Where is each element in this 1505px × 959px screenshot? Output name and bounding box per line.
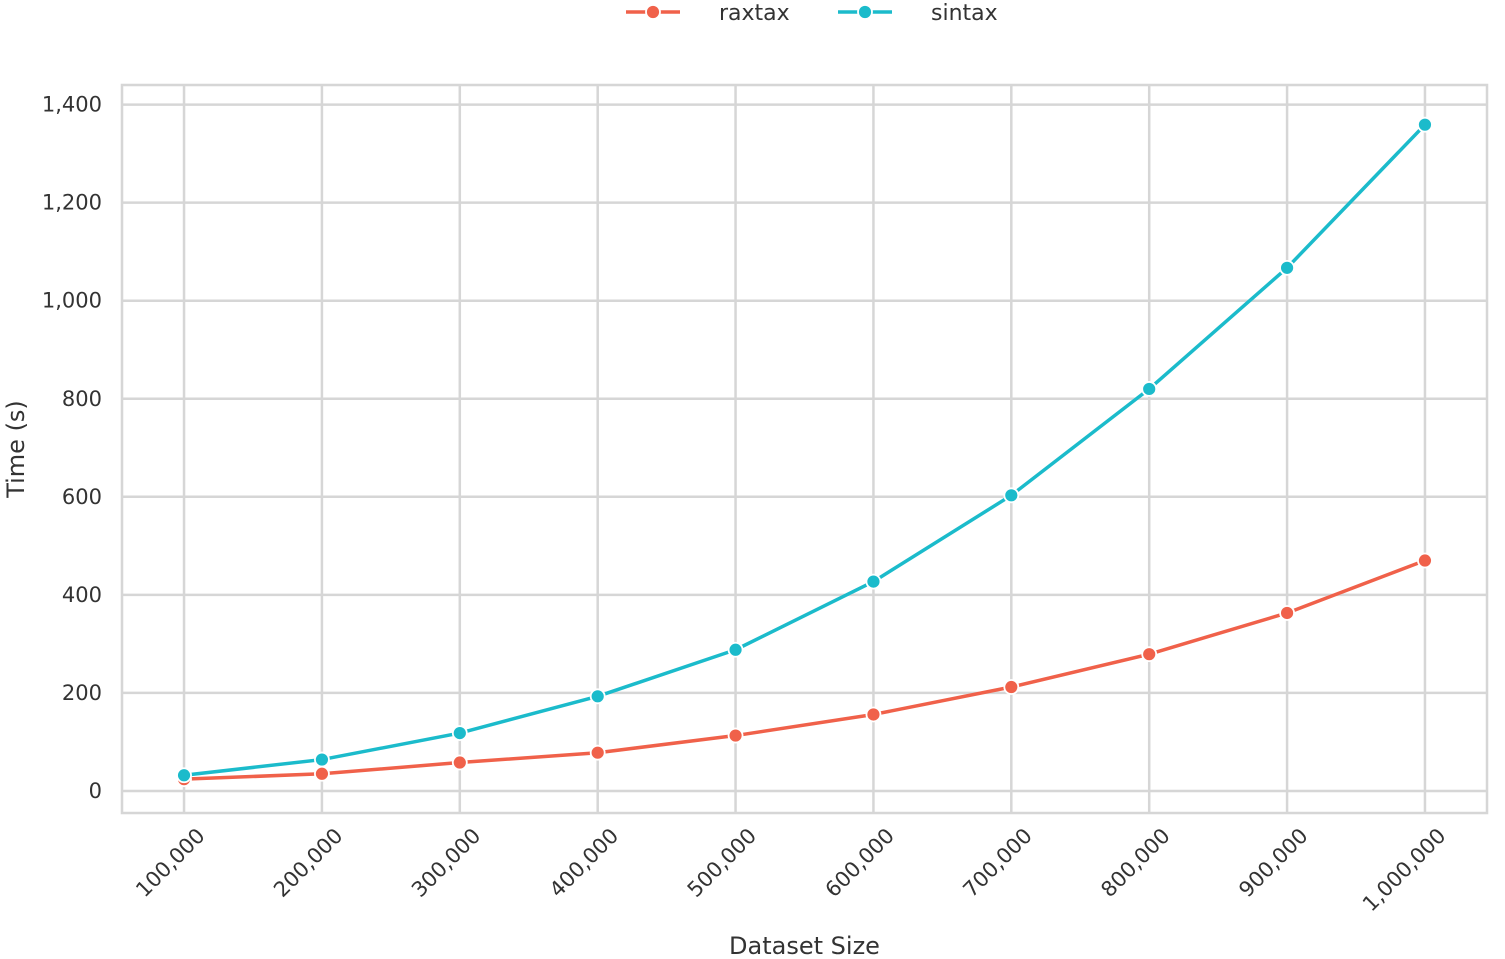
series-line-sintax: [182, 122, 1427, 778]
y-tick-label: 0: [89, 779, 102, 803]
series-sintax: [176, 116, 1433, 784]
x-tick-label: 400,000: [545, 824, 623, 902]
legend-label: raxtax: [719, 1, 790, 26]
legend-marker: [645, 4, 661, 20]
data-point-sintax: [1279, 259, 1295, 276]
data-point-sintax: [865, 573, 882, 590]
x-tick-label: 100,000: [131, 824, 209, 902]
x-tick-label: 300,000: [407, 824, 485, 902]
x-axis-title: Dataset Size: [729, 932, 880, 959]
data-point-sintax: [589, 688, 606, 705]
data-point-raxtax: [1141, 646, 1158, 663]
y-tick-label: 1,000: [42, 289, 102, 313]
y-tick-label: 200: [62, 681, 102, 705]
data-point-sintax: [451, 725, 468, 741]
x-axis-ticks: 100,000 200,000 300,000 400,000 500,000 600,0…: [131, 824, 1450, 917]
data-point-raxtax: [1003, 679, 1020, 695]
plot-frame: [120, 83, 1489, 815]
legend-item-raxtax: raxtax: [626, 1, 790, 26]
y-tick-label: 1,400: [42, 93, 102, 117]
data-point-raxtax: [865, 706, 882, 723]
plot-area: [120, 83, 1489, 815]
legend-marker: [857, 4, 873, 20]
data-point-raxtax: [314, 765, 330, 782]
x-tick-label: 500,000: [683, 824, 761, 902]
y-tick-label: 400: [62, 583, 102, 607]
legend-item-sintax: sintax: [838, 1, 998, 26]
data-point-raxtax: [1417, 552, 1433, 569]
data-point-raxtax: [589, 744, 606, 761]
data-point-raxtax: [727, 727, 744, 744]
data-point-sintax: [176, 767, 192, 784]
y-tick-label: 800: [62, 387, 102, 411]
y-tick-label: 1,200: [42, 191, 102, 215]
series-layer: [176, 116, 1433, 788]
x-tick-label: 600,000: [821, 824, 899, 902]
data-point-sintax: [727, 641, 744, 658]
legend-label: sintax: [931, 1, 998, 26]
y-axis-title: Time (s): [2, 400, 30, 499]
chart-legend: raxtax sintax: [626, 1, 998, 26]
series-line-raxtax: [182, 558, 1427, 781]
x-tick-label: 900,000: [1234, 824, 1312, 902]
x-tick-label: 700,000: [958, 824, 1036, 902]
y-axis-ticks: 0 200 400 600 800 1,000 1,200 1,400: [42, 93, 102, 803]
data-point-raxtax: [451, 754, 468, 771]
data-point-sintax: [1141, 381, 1158, 397]
y-gridlines: [122, 103, 1487, 793]
y-tick-label: 600: [62, 485, 102, 509]
data-point-sintax: [314, 751, 330, 768]
data-point-raxtax: [1279, 605, 1295, 621]
x-tick-label: 800,000: [1096, 824, 1174, 902]
data-point-sintax: [1417, 116, 1433, 133]
x-tick-label: 200,000: [269, 824, 347, 902]
data-point-sintax: [1003, 487, 1020, 504]
x-tick-label: 1,000,000: [1358, 824, 1451, 917]
